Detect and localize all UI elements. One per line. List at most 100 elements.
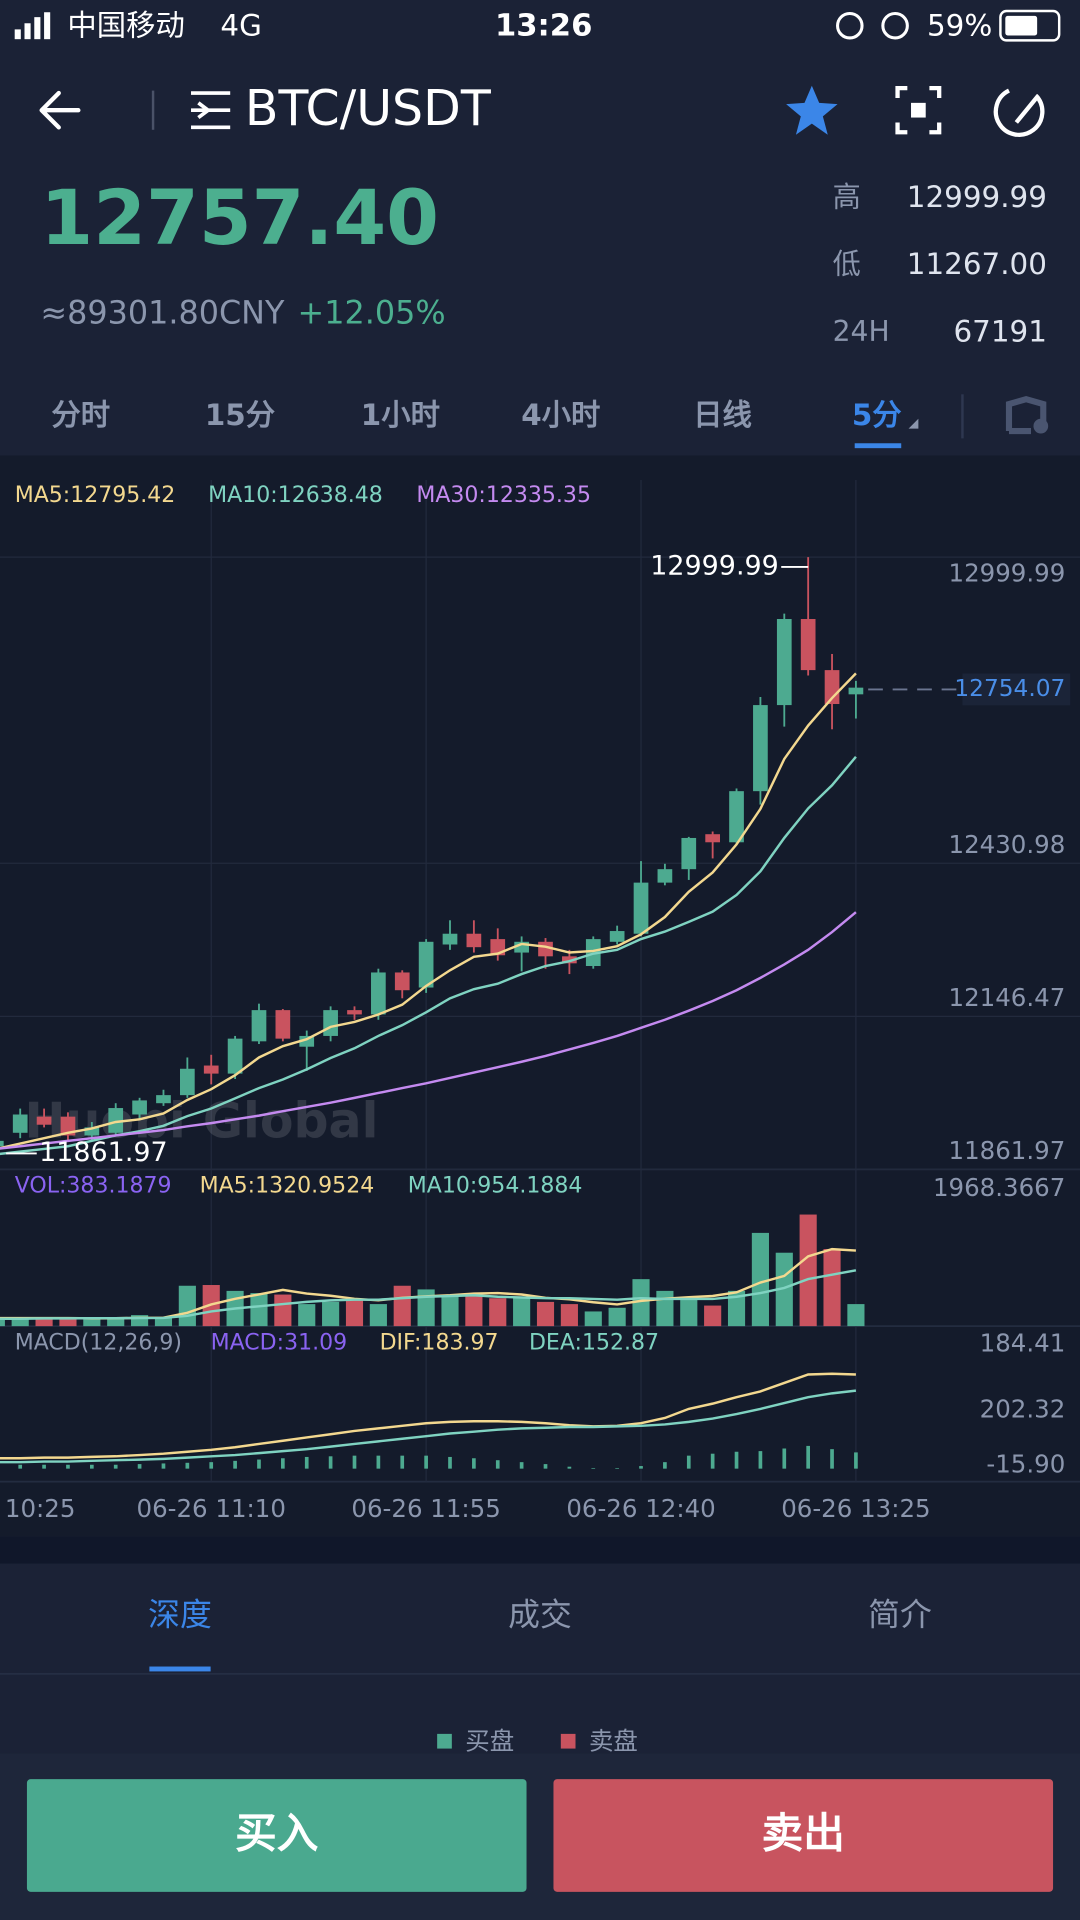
legend-label: MA10:12638.48 xyxy=(208,483,383,508)
period-tab[interactable]: 15分 xyxy=(205,398,276,432)
active-tab-indicator xyxy=(854,443,902,449)
stat-value: 67191 xyxy=(953,315,1046,349)
x-tick-label: 06-26 13:25 xyxy=(781,1494,930,1523)
legend-label: MACD(12,26,9) xyxy=(15,1330,182,1355)
stat-label: 低 xyxy=(833,248,861,281)
y-tick-label: 11861.97 xyxy=(949,1136,1066,1165)
period-tab[interactable]: 1小时 xyxy=(361,398,440,432)
macd-bar xyxy=(591,1467,596,1469)
axis-label: -15.90 xyxy=(986,1450,1065,1479)
network: 4G xyxy=(220,8,261,42)
macd-bar xyxy=(90,1464,94,1469)
volume-bar xyxy=(250,1293,268,1327)
volume-bar xyxy=(369,1304,387,1327)
volume-bar xyxy=(154,1317,173,1327)
favorite-button[interactable] xyxy=(786,85,838,135)
candle-body xyxy=(514,941,529,953)
sell-button[interactable] xyxy=(553,1779,1054,1892)
back-button[interactable] xyxy=(39,90,81,130)
candle-body xyxy=(776,619,792,706)
macd-bar xyxy=(161,1463,166,1469)
legend-label: MA30:12335.35 xyxy=(416,483,591,508)
volume-bar xyxy=(680,1296,698,1327)
macd-bar xyxy=(854,1452,858,1469)
stat-value: 11267.00 xyxy=(907,247,1047,281)
volume-bar xyxy=(298,1304,316,1327)
macd-bar xyxy=(495,1460,500,1469)
active-tab-indicator xyxy=(149,1666,211,1672)
volume-bar xyxy=(35,1318,53,1327)
volume-bar xyxy=(608,1307,626,1327)
volume-bar xyxy=(417,1289,435,1327)
detail-background xyxy=(0,1563,1080,1754)
candle-body xyxy=(347,1010,362,1015)
period-tab[interactable]: 日线 xyxy=(693,398,752,432)
macd-bar xyxy=(352,1455,357,1469)
volume-bar xyxy=(823,1249,841,1327)
stat-value: 12999.99 xyxy=(907,180,1047,214)
chart-settings-button[interactable] xyxy=(1005,395,1047,435)
volume-bar xyxy=(751,1232,769,1327)
volume-bar xyxy=(656,1290,674,1327)
candle-body xyxy=(132,1100,147,1115)
sell-button-label: 卖出 xyxy=(762,1809,845,1858)
period-tab[interactable]: 5分 xyxy=(852,398,902,432)
detail-tab[interactable]: 深度 xyxy=(148,1595,212,1633)
dropdown-triangle xyxy=(908,418,919,429)
period-tab[interactable]: 4小时 xyxy=(521,398,600,432)
volume-bar xyxy=(274,1294,292,1327)
macd-bar xyxy=(472,1458,476,1469)
volume-bar xyxy=(513,1296,531,1327)
ma-line xyxy=(0,1389,857,1464)
ma-line xyxy=(0,911,857,1150)
battery-percent: 59% xyxy=(927,8,992,42)
macd-bar xyxy=(663,1462,667,1469)
candle-body xyxy=(657,869,673,883)
macd-bar xyxy=(400,1455,405,1469)
ma-line xyxy=(0,1372,856,1460)
battery-level xyxy=(1005,15,1038,36)
last-price: 12757.40 xyxy=(40,174,439,262)
candle-body xyxy=(12,1114,28,1133)
candle-body xyxy=(633,882,649,934)
detail-tab[interactable]: 简介 xyxy=(868,1595,932,1633)
macd-bar xyxy=(376,1455,381,1469)
period-tab[interactable]: 分时 xyxy=(51,398,110,432)
header-background xyxy=(0,0,1080,456)
lock-icon xyxy=(836,11,864,40)
candle-body xyxy=(371,972,386,1015)
cny-price: ≈89301.80CNY xyxy=(40,294,285,332)
buy-legend: 买盘 xyxy=(465,1726,514,1755)
macd-bar xyxy=(615,1467,619,1469)
buy-button[interactable] xyxy=(26,1779,527,1892)
candle-body xyxy=(705,834,720,843)
detail-tab[interactable]: 成交 xyxy=(508,1595,572,1633)
volume-bar xyxy=(131,1315,149,1327)
macd-bar xyxy=(567,1466,572,1469)
macd-bar xyxy=(734,1451,739,1469)
volume-bar xyxy=(322,1301,340,1327)
candle-body xyxy=(800,619,816,671)
stat-label: 高 xyxy=(833,180,861,213)
macd-bar xyxy=(42,1464,46,1469)
axis-label: 202.32 xyxy=(980,1395,1066,1424)
macd-bar xyxy=(137,1464,142,1469)
y-tick-label: 12430.98 xyxy=(949,830,1066,859)
macd-bar xyxy=(281,1458,285,1469)
candle-body xyxy=(466,933,482,948)
volume-bar xyxy=(107,1318,125,1327)
market-list-button[interactable] xyxy=(191,91,231,130)
fullscreen-button[interactable] xyxy=(895,86,942,135)
candle-body xyxy=(562,956,577,964)
share-button[interactable] xyxy=(993,88,1045,137)
y-tick-label: 1968.3667 xyxy=(933,1173,1065,1202)
volume-bar xyxy=(584,1311,602,1327)
volume-bar xyxy=(345,1300,364,1327)
legend-label: MA10:954.1884 xyxy=(408,1174,583,1199)
candle-body xyxy=(729,791,744,843)
axis-label: 184.41 xyxy=(980,1328,1066,1357)
volume-bar xyxy=(11,1318,29,1327)
volume-bar xyxy=(0,1318,5,1327)
